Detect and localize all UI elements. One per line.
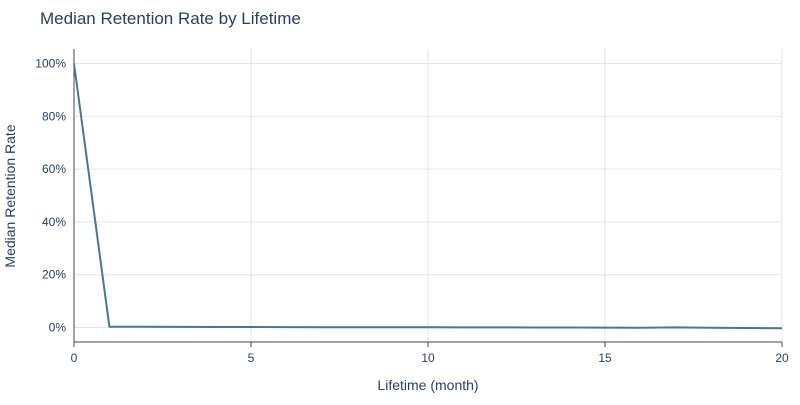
chart-title: Median Retention Rate by Lifetime [40,9,301,28]
y-tick-label: 20% [42,268,66,282]
x-tick-label: 10 [421,351,435,365]
y-tick-label: 0% [49,320,67,334]
x-tick-label: 0 [71,351,78,365]
grid-lines [74,49,783,342]
axes: 0 5 10 15 20 0% 20% 40% 60% 80% 100% [35,49,789,365]
x-tick-label: 15 [598,351,612,365]
x-tick-label: 20 [775,351,789,365]
y-tick-label: 40% [42,215,66,229]
y-axis-label: Median Retention Rate [2,124,18,267]
y-tick-label: 100% [35,57,66,71]
y-tick-label: 60% [42,162,66,176]
x-tick-label: 5 [248,351,255,365]
series-layer [73,63,783,330]
series-line [73,63,783,330]
x-axis-label: Lifetime (month) [377,377,478,393]
y-tick-label: 80% [42,109,66,123]
